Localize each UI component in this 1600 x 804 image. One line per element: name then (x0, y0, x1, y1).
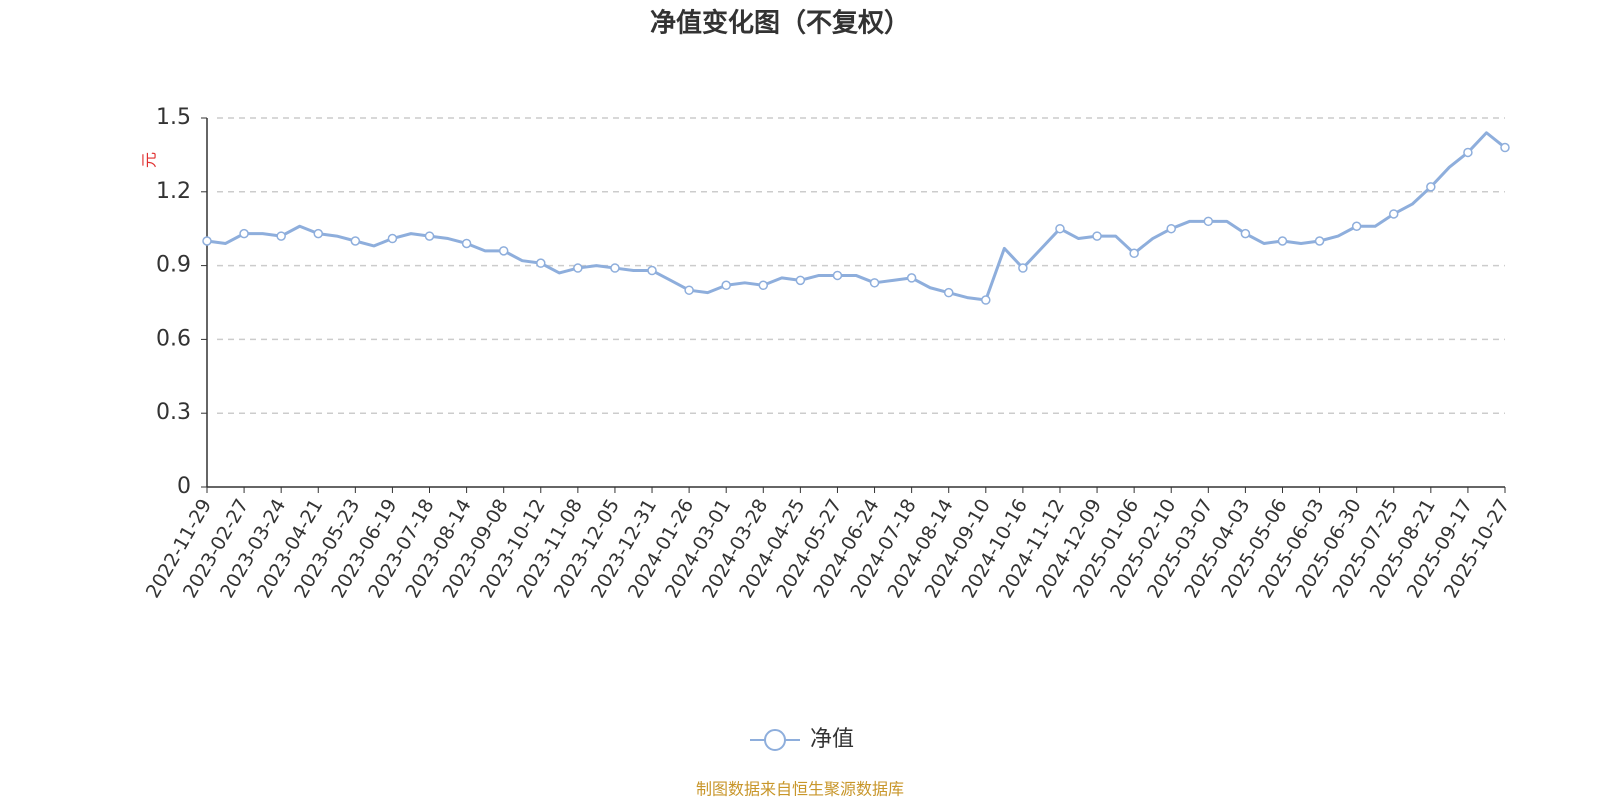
legend-marker (764, 729, 786, 751)
data-point (758, 280, 769, 291)
legend-label[interactable]: 净值 (810, 727, 854, 752)
data-point (1129, 248, 1139, 259)
y-tick-label: 0 (177, 474, 191, 499)
data-point (573, 263, 583, 273)
y-tick-label: 1.2 (156, 179, 191, 204)
data-point (1018, 263, 1028, 273)
data-point (1463, 147, 1473, 158)
data-point (1277, 236, 1288, 246)
data-point (610, 263, 620, 273)
data-point (1203, 216, 1214, 227)
data-line (206, 131, 1506, 302)
data-point (202, 236, 212, 246)
data-point (1166, 223, 1176, 234)
data-point (1092, 231, 1102, 241)
data-point (461, 238, 472, 249)
data-point (313, 228, 324, 239)
data-point (1426, 182, 1436, 192)
data-point (536, 258, 546, 268)
data-point (276, 231, 286, 241)
data-point (498, 246, 509, 256)
data-point (1055, 223, 1065, 234)
source-note: 制图数据来自恒生聚源数据库 (696, 780, 904, 799)
data-point (684, 285, 694, 295)
data-point (832, 270, 843, 281)
data-point (647, 265, 657, 276)
data-point (1314, 236, 1325, 246)
data-point (721, 280, 731, 291)
data-point (1240, 228, 1251, 239)
data-point (869, 278, 880, 288)
data-point (350, 236, 361, 246)
data-point (1388, 209, 1399, 219)
y-tick-label: 0.3 (156, 400, 191, 425)
data-point (1500, 142, 1510, 153)
data-point (424, 231, 435, 241)
y-tick-label: 0.9 (156, 253, 191, 278)
data-point (387, 233, 398, 244)
data-point (943, 287, 954, 298)
y-tick-label: 0.6 (156, 326, 191, 351)
data-point (795, 275, 806, 286)
data-point (906, 273, 917, 283)
data-point (981, 295, 991, 305)
y-axis-label: 元 (140, 152, 159, 168)
chart-title: 净值变化图（不复权） (650, 8, 910, 39)
y-tick-label: 1.5 (156, 105, 191, 130)
data-point (239, 228, 249, 239)
data-point (1351, 221, 1362, 231)
